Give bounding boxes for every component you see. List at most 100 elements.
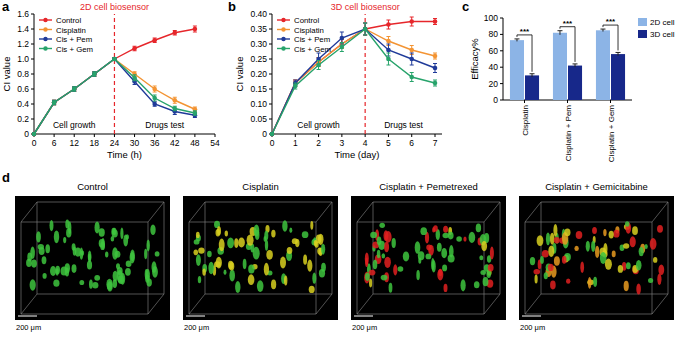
x-tick — [134, 134, 135, 137]
error-bar — [293, 83, 297, 89]
y-tick-label: 0 — [24, 129, 29, 139]
data-point — [409, 57, 414, 62]
cell-blob — [224, 270, 227, 275]
cell-blob — [312, 273, 316, 284]
cell-blob — [228, 261, 233, 269]
cell-blob — [437, 269, 443, 280]
data-point — [72, 87, 77, 92]
cell-blob — [144, 249, 147, 259]
x-tick — [610, 100, 611, 103]
image-background — [519, 196, 674, 320]
cell-blob — [53, 280, 59, 287]
cell-blob — [456, 236, 462, 242]
error-cap — [363, 23, 367, 24]
cell-blob — [194, 239, 200, 244]
data-point — [409, 19, 414, 24]
data-point — [132, 75, 137, 80]
x-tick — [295, 134, 296, 137]
cell-blob — [384, 242, 389, 253]
cell-blob — [474, 281, 480, 288]
x-tick-label: 1 — [293, 138, 298, 148]
y-tick-label: 0 — [262, 129, 267, 139]
error-cap — [386, 20, 390, 21]
error-cap — [433, 53, 437, 54]
cell-blob — [548, 245, 554, 257]
cell-blob — [208, 262, 214, 274]
cell-blob — [618, 265, 623, 273]
data-point — [193, 27, 198, 32]
cell-blob — [81, 250, 84, 255]
error-bar — [52, 100, 56, 105]
cell-blob — [441, 248, 447, 258]
error-bar — [433, 80, 437, 86]
cell-blob — [364, 272, 370, 284]
x-tick-label: 30 — [130, 138, 140, 148]
cell-blob — [448, 255, 455, 263]
data-point — [363, 27, 368, 32]
cell-blob — [650, 238, 657, 250]
cell-blobs — [364, 223, 494, 293]
y-tick — [500, 18, 503, 19]
cell-blob — [574, 246, 578, 251]
data-point — [52, 100, 57, 105]
y-tick-label: 0.2 — [17, 114, 29, 124]
cell-blob — [546, 233, 550, 246]
bar-texts: ********* — [517, 17, 618, 72]
series-line — [34, 59, 195, 134]
cell-blob — [310, 221, 313, 230]
error-bar — [557, 31, 562, 35]
data-point — [92, 72, 97, 77]
data-point — [270, 132, 275, 137]
x-tick-label: 6 — [409, 138, 414, 148]
cell-blob — [593, 277, 597, 287]
cell-blob — [198, 247, 204, 253]
y-tick — [269, 74, 272, 75]
cell-blob — [89, 280, 93, 289]
y-tick-label: 100 — [484, 13, 498, 23]
cell-blob — [544, 272, 548, 279]
cell-blob — [92, 282, 98, 289]
significance-label: *** — [563, 19, 573, 28]
cell-blob — [418, 257, 421, 263]
cell-blob — [72, 264, 77, 273]
cell-blob — [75, 247, 81, 256]
data-point — [52, 100, 57, 105]
cell-blob — [105, 252, 108, 258]
cell-blob — [550, 281, 556, 290]
y-tick — [269, 44, 272, 45]
error-cap — [514, 38, 519, 39]
legend-marker — [281, 27, 285, 31]
legend: 2D cell3D cell — [638, 18, 675, 39]
error-cap — [433, 86, 437, 87]
data-point — [340, 45, 345, 50]
x-axis — [272, 134, 442, 135]
cell-blob — [613, 230, 619, 238]
error-bar — [433, 53, 437, 59]
cell-blob — [30, 279, 36, 290]
y-tick — [500, 34, 503, 35]
cell-blob — [554, 256, 560, 265]
error-bar — [173, 31, 177, 36]
cell-blob — [120, 273, 125, 285]
cell-blob — [384, 257, 391, 268]
series-line — [34, 59, 195, 134]
scale-bar-label: 200 μm — [520, 323, 545, 332]
error-bar — [386, 20, 390, 29]
cell-blob — [377, 236, 382, 245]
plot-area — [32, 26, 197, 136]
error-bar — [153, 102, 157, 107]
annotation: Cell growth — [297, 120, 340, 130]
y-tick-label: 0.05 — [250, 114, 267, 124]
cell-blob — [623, 243, 629, 248]
micrograph: Control200 μm — [15, 181, 170, 332]
cell-blob — [377, 250, 381, 259]
micrograph: Cisplatin200 μm — [183, 181, 338, 332]
x-tick — [74, 134, 75, 137]
cell-blob — [282, 220, 287, 231]
x-tick-label: 48 — [190, 138, 200, 148]
x-tick-label: 18 — [90, 138, 100, 148]
error-cap — [410, 53, 414, 54]
cell-blob — [79, 280, 84, 285]
series-line — [272, 29, 435, 134]
error-bar — [363, 23, 367, 35]
